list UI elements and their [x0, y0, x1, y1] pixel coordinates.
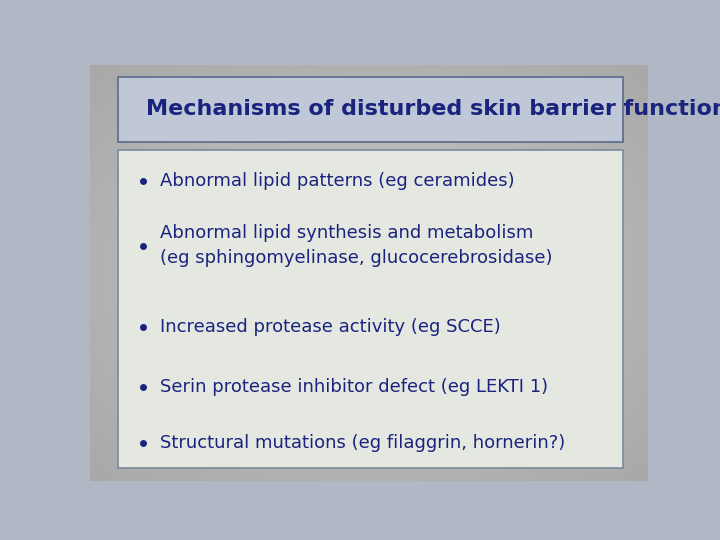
Text: Serin protease inhibitor defect (eg LEKTI 1): Serin protease inhibitor defect (eg LEKT…: [160, 378, 548, 396]
FancyBboxPatch shape: [118, 77, 623, 141]
Text: Mechanisms of disturbed skin barrier function: Mechanisms of disturbed skin barrier fun…: [145, 99, 720, 119]
FancyBboxPatch shape: [118, 150, 623, 468]
Text: Abnormal lipid synthesis and metabolism
(eg sphingomyelinase, glucocerebrosidase: Abnormal lipid synthesis and metabolism …: [160, 224, 552, 267]
Text: Structural mutations (eg filaggrin, hornerin?): Structural mutations (eg filaggrin, horn…: [160, 434, 565, 452]
Text: Increased protease activity (eg SCCE): Increased protease activity (eg SCCE): [160, 318, 500, 336]
Text: Abnormal lipid patterns (eg ceramides): Abnormal lipid patterns (eg ceramides): [160, 172, 514, 190]
